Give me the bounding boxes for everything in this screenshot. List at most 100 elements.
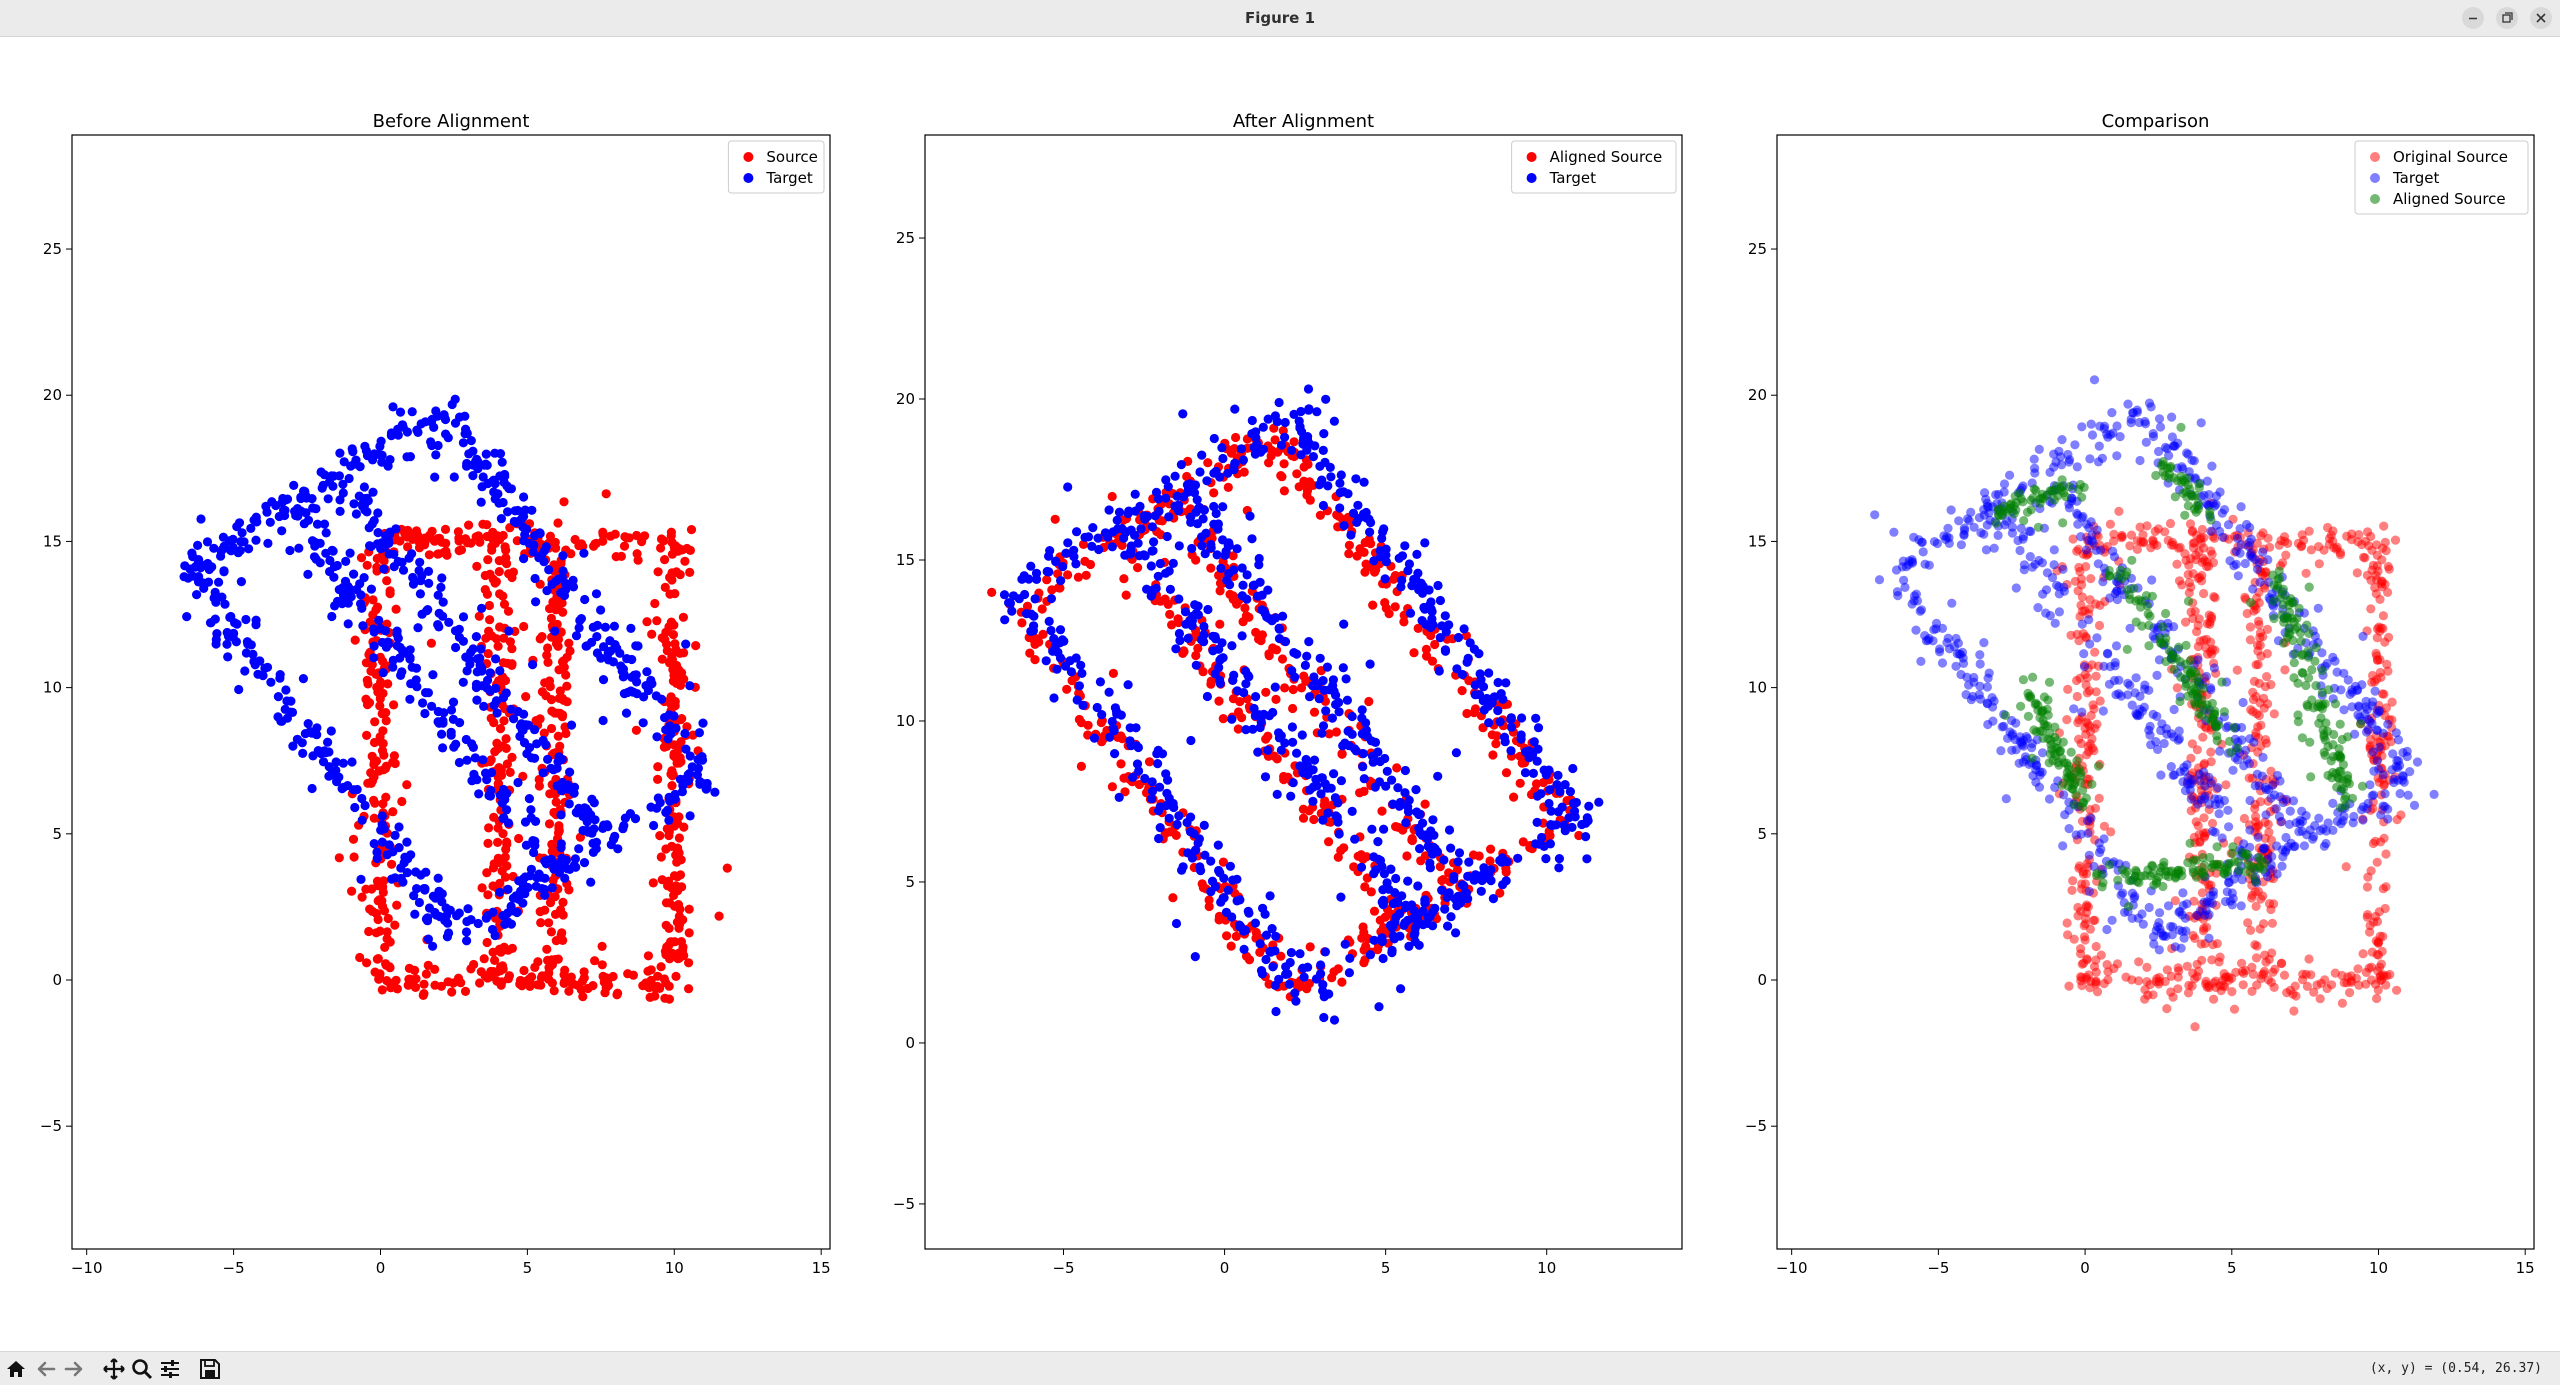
data-point (2092, 942, 2101, 951)
data-point (1381, 574, 1390, 583)
data-point (369, 771, 378, 780)
data-point (371, 605, 380, 614)
data-point (369, 653, 378, 662)
data-point (1391, 602, 1400, 611)
data-point (1334, 853, 1343, 862)
data-point (2092, 687, 2101, 696)
data-point (1919, 547, 1928, 556)
data-point (290, 507, 299, 516)
data-point (2272, 841, 2281, 850)
data-point (2298, 970, 2307, 979)
data-point (317, 467, 326, 476)
data-point (2203, 650, 2212, 659)
data-point (1251, 919, 1260, 928)
data-point (1032, 569, 1041, 578)
data-point (409, 891, 418, 900)
data-point (392, 901, 401, 910)
data-point (1271, 981, 1280, 990)
data-point (1370, 936, 1379, 945)
data-point (2140, 985, 2149, 994)
data-point (1051, 515, 1060, 524)
data-point (420, 709, 429, 718)
data-point (1194, 602, 1203, 611)
data-point (1572, 798, 1581, 807)
data-point (1152, 488, 1161, 497)
data-point (232, 522, 241, 531)
data-point (2385, 970, 2394, 979)
data-point (1956, 670, 1965, 679)
data-point (1975, 650, 1984, 659)
data-point (2210, 663, 2219, 672)
data-point (477, 604, 486, 613)
data-point (662, 921, 671, 930)
x-tick-label: 5 (1381, 1259, 1391, 1277)
data-point (1179, 646, 1188, 655)
maximize-button[interactable] (2496, 7, 2518, 29)
data-point (2189, 543, 2198, 552)
window-titlebar: Figure 1 (0, 0, 2560, 37)
data-point (552, 936, 561, 945)
data-point (455, 758, 464, 767)
data-point (467, 436, 476, 445)
data-point (389, 700, 398, 709)
data-point (1343, 696, 1352, 705)
data-point (2364, 725, 2373, 734)
data-point (1277, 472, 1286, 481)
data-point (561, 579, 570, 588)
data-point (2381, 904, 2390, 913)
data-point (1161, 595, 1170, 604)
data-point (2073, 462, 2082, 471)
data-point (646, 803, 655, 812)
data-point (495, 567, 504, 576)
data-point (1407, 836, 1416, 845)
data-point (538, 971, 547, 980)
data-point (1049, 693, 1058, 702)
data-point (507, 484, 516, 493)
data-point (686, 546, 695, 555)
data-point (451, 419, 460, 428)
close-button[interactable] (2530, 7, 2552, 29)
data-point (656, 798, 665, 807)
data-point (390, 751, 399, 760)
data-point (685, 681, 694, 690)
data-point (515, 732, 524, 741)
data-point (1488, 750, 1497, 759)
data-point (1454, 633, 1463, 642)
data-point (1156, 559, 1165, 568)
data-point (1392, 763, 1401, 772)
data-point (629, 688, 638, 697)
data-point (335, 449, 344, 458)
data-point (1300, 973, 1309, 982)
data-point (220, 600, 229, 609)
data-point (1242, 611, 1251, 620)
data-point (618, 824, 627, 833)
data-point (2055, 607, 2064, 616)
data-point (2035, 783, 2044, 792)
data-point (1341, 940, 1350, 949)
data-point (2062, 715, 2071, 724)
data-point (1218, 454, 1227, 463)
data-point (1227, 449, 1236, 458)
data-point (556, 709, 565, 718)
data-point (1275, 398, 1284, 407)
data-point (452, 911, 461, 920)
data-point (602, 489, 611, 498)
data-point (547, 927, 556, 936)
data-point (520, 889, 529, 898)
data-point (1371, 738, 1380, 747)
data-point (1433, 772, 1442, 781)
data-point (1207, 543, 1216, 552)
data-point (2410, 801, 2419, 810)
data-point (2383, 667, 2392, 676)
data-point (1156, 823, 1165, 832)
data-point (1154, 507, 1163, 516)
data-point (2026, 552, 2035, 561)
data-point (350, 803, 359, 812)
data-point (1186, 736, 1195, 745)
data-point (1413, 881, 1422, 890)
minimize-button[interactable] (2462, 7, 2484, 29)
data-point (402, 838, 411, 847)
data-point (1240, 603, 1249, 612)
data-point (1334, 698, 1343, 707)
